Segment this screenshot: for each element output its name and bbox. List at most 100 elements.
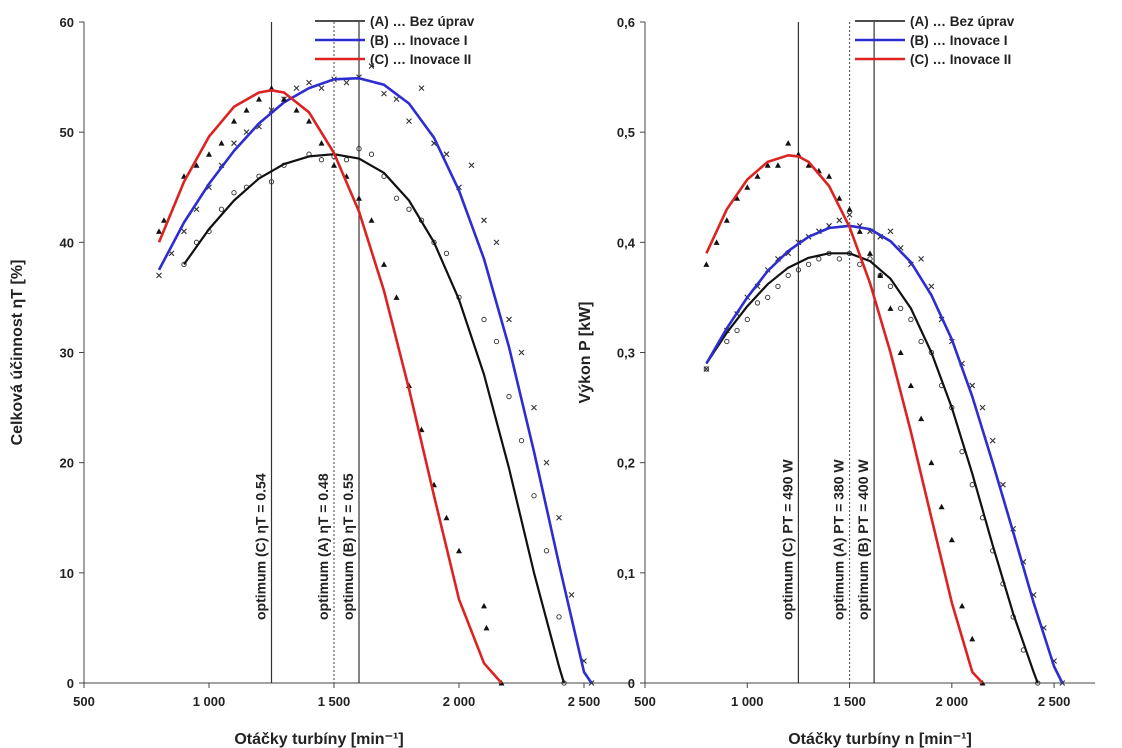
left-point: [293, 85, 300, 91]
right-series: [703, 211, 1066, 686]
left-y-axis-label: Celková účinnost ηT [%]: [9, 260, 26, 446]
left-point: [156, 272, 162, 279]
right-x-tick-label: 2 000: [936, 694, 969, 709]
right-point: [897, 349, 904, 355]
right-y-tick-label: 0,6: [617, 15, 635, 30]
left-y-tick-label: 40: [60, 235, 74, 250]
left-point: [393, 294, 400, 300]
left-point: [343, 79, 350, 86]
right-point: [948, 536, 955, 543]
left-point: [381, 261, 387, 267]
left-point: [243, 107, 250, 113]
left-point: [318, 85, 325, 91]
right-point: [1000, 481, 1006, 488]
left-point: [406, 118, 412, 125]
right-point: [744, 184, 751, 190]
right-point: [938, 503, 945, 510]
left-point: [281, 96, 287, 102]
right-point: [795, 267, 802, 273]
left-point: [181, 228, 187, 235]
right-series: [703, 250, 1041, 686]
left-point: [368, 217, 375, 223]
left-point: [368, 151, 375, 157]
right-point: [713, 239, 720, 245]
left-point: [481, 602, 487, 609]
right-point: [989, 437, 996, 444]
right-point: [856, 228, 863, 234]
left-point: [231, 190, 237, 196]
left-x-tick-label: 500: [73, 694, 95, 709]
left-series-line: [157, 76, 593, 684]
right-point: [959, 602, 966, 609]
right-point: [703, 366, 710, 372]
right-optimum-label: optimum (C) PT = 490 W: [779, 459, 795, 620]
left-point: [231, 118, 237, 124]
right-point: [969, 635, 976, 642]
right-point: [846, 206, 853, 212]
left-point: [218, 140, 225, 146]
left-point: [256, 96, 262, 102]
left-point: [543, 548, 550, 554]
left-point: [543, 459, 550, 466]
left-point: [556, 514, 562, 521]
left-point: [456, 547, 462, 554]
right-point: [816, 256, 822, 262]
left-point: [393, 195, 400, 201]
left-point: [343, 157, 350, 163]
left-point: [218, 206, 225, 212]
left-point: [293, 107, 300, 113]
right-point: [805, 162, 812, 168]
left-point: [468, 162, 475, 169]
right-legend-entry: (C) … Inovace II: [910, 52, 1011, 67]
right-y-tick-label: 0,1: [617, 566, 635, 581]
right-point: [774, 162, 781, 168]
left-point: [268, 85, 275, 91]
right-point: [724, 338, 730, 345]
left-optimum-label: optimum (B) ηT = 0.55: [340, 473, 356, 620]
right-point: [744, 316, 750, 323]
right-point: [734, 195, 741, 201]
right-point: [754, 173, 761, 179]
left-point: [156, 228, 162, 234]
left-point: [518, 349, 525, 356]
right-point: [969, 382, 976, 389]
right-point: [785, 272, 791, 279]
right-point: [979, 404, 986, 411]
right-point: [928, 459, 935, 466]
left-series-line: [183, 153, 566, 684]
left-legend-entry: (C) … Inovace II: [370, 52, 471, 67]
right-point: [775, 283, 781, 290]
left-y-tick-label: 50: [60, 125, 74, 140]
left-point: [356, 195, 362, 201]
right-point: [918, 415, 925, 422]
left-point: [231, 140, 237, 147]
right-point: [867, 250, 873, 256]
left-point: [481, 316, 487, 323]
left-y-tick-label: 20: [60, 456, 74, 471]
right-point: [918, 255, 925, 262]
right-point: [959, 448, 965, 455]
right-point: [826, 173, 833, 179]
left-x-tick-label: 1 000: [193, 694, 226, 709]
left-legend-entry: (B) … Inovace I: [370, 33, 468, 48]
right-point: [887, 305, 894, 311]
right-point: [764, 162, 771, 168]
left-point: [181, 261, 187, 268]
right-optimum-label: optimum (A) PT = 380 W: [831, 459, 847, 620]
left-series: [156, 85, 505, 686]
right-y-tick-label: 0,3: [617, 346, 635, 361]
left-x-tick-label: 2 500: [568, 694, 601, 709]
left-point: [318, 140, 325, 146]
left-point: [531, 404, 537, 411]
left-point: [206, 151, 212, 157]
left-x-tick-label: 2 000: [443, 694, 476, 709]
right-point: [898, 305, 904, 312]
right-point: [723, 217, 730, 223]
right-point: [928, 283, 935, 290]
right-point: [754, 300, 761, 306]
right-point: [836, 195, 843, 201]
left-series-line: [157, 89, 503, 684]
right-point: [703, 261, 710, 267]
left-point: [356, 146, 362, 152]
right-x-tick-label: 1 000: [731, 694, 764, 709]
